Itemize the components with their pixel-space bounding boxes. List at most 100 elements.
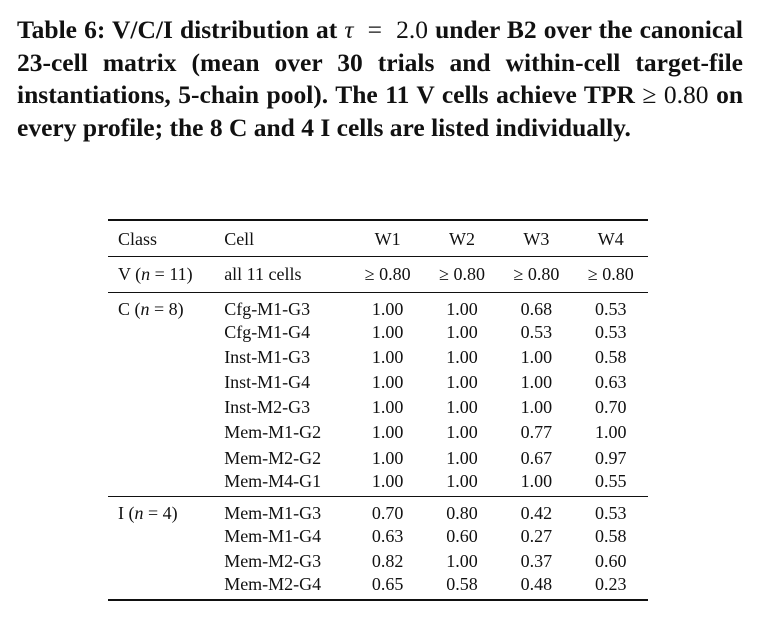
- class-label-c: C (n = 8): [118, 298, 184, 319]
- value-w4: 0.53: [595, 321, 627, 342]
- value-w1: 0.82: [371, 550, 404, 571]
- value-w3: 0.77: [520, 422, 553, 443]
- results-table: Class Cell W1 W2 W3 W4 V (n = 11) all 11…: [108, 219, 648, 601]
- value-w3: ≥ 0.80: [499, 256, 574, 293]
- cell-name: Cfg-M1-G4: [224, 321, 311, 342]
- value-w1: 1.00: [371, 447, 404, 468]
- cell-name: Mem-M2-G4: [224, 574, 351, 601]
- value-w4: 0.63: [595, 371, 627, 392]
- caption-tau-expression: τ = 2.0: [344, 15, 428, 44]
- value-w2: 1.00: [446, 397, 478, 418]
- cell-name: Mem-M2-G2: [224, 447, 322, 468]
- value-w4: 0.53: [595, 298, 627, 319]
- value-w3: 0.42: [520, 502, 553, 523]
- value-w2: 1.00: [446, 346, 478, 367]
- value-w2: ≥ 0.80: [424, 256, 500, 293]
- class-label-i: I (n = 4): [118, 502, 178, 523]
- cell-name: Mem-M4-G1: [224, 470, 351, 497]
- table-row: Cfg-M1-G4 1.00 1.00 0.53 0.53: [108, 320, 648, 345]
- value-w1: 0.63: [371, 525, 404, 546]
- tau-value: 2.0: [396, 15, 429, 44]
- value-w4: 0.70: [595, 397, 627, 418]
- header-w1: W1: [350, 219, 425, 257]
- value-w3: 1.00: [520, 371, 553, 392]
- header-w3: W3: [499, 219, 574, 257]
- value-w3: 0.68: [520, 298, 553, 319]
- cell-name: Inst-M1-G3: [224, 346, 311, 367]
- cell-name: Inst-M1-G4: [224, 371, 311, 392]
- header-class: Class: [108, 219, 225, 257]
- header-w2: W2: [424, 219, 500, 257]
- value-w2: 1.00: [446, 447, 478, 468]
- table-row: Inst-M1-G4 1.00 1.00 1.00 0.63: [108, 370, 648, 395]
- table-row: Mem-M2-G4 0.65 0.58 0.48 0.23: [108, 574, 648, 601]
- cell-name: Mem-M1-G4: [224, 525, 322, 546]
- value-w3: 0.48: [499, 574, 574, 601]
- value-w3: 1.00: [499, 470, 574, 497]
- value-w4: 0.97: [595, 447, 627, 468]
- value-w2: 1.00: [446, 321, 478, 342]
- value-w3: 0.37: [520, 550, 553, 571]
- value-w1: 0.70: [371, 502, 404, 523]
- value-w3: 0.27: [520, 525, 553, 546]
- tau-equals: =: [367, 15, 382, 44]
- cell-name: Cfg-M1-G3: [224, 298, 311, 319]
- table-body: V (n = 11) all 11 cells ≥ 0.80 ≥ 0.80 ≥ …: [108, 256, 648, 601]
- tau-symbol: τ: [344, 15, 354, 44]
- table-header-row: Class Cell W1 W2 W3 W4: [108, 219, 648, 257]
- value-w3: 1.00: [520, 346, 553, 367]
- value-w4: 0.53: [595, 502, 627, 523]
- table-caption: Table 6: V/C/I distribution at τ = 2.0 u…: [17, 14, 743, 144]
- caption-threshold: ≥ 0.80: [642, 80, 709, 109]
- value-w4: ≥ 0.80: [573, 256, 648, 293]
- header-w4: W4: [573, 219, 648, 257]
- value-w1: 1.00: [350, 470, 425, 497]
- caption-label: Table 6:: [17, 15, 106, 44]
- caption-text-a: V/C/I distribution at: [111, 15, 338, 44]
- cell-name: Mem-M1-G2: [224, 422, 322, 443]
- value-w2: 1.00: [446, 371, 478, 392]
- table-row: Mem-M1-G4 0.63 0.60 0.27 0.58: [108, 524, 648, 549]
- value-w4: 0.55: [573, 470, 648, 497]
- value-w1: 1.00: [371, 346, 404, 367]
- value-w1: 1.00: [371, 298, 404, 319]
- table-row: Mem-M2-G3 0.82 1.00 0.37 0.60: [108, 549, 648, 574]
- value-w1: 1.00: [371, 321, 404, 342]
- caption-text-b: under B2 over the canonical 23-cell matr…: [17, 15, 743, 109]
- class-label-v: V (n = 11): [108, 256, 225, 293]
- table-row: Mem-M1-G2 1.00 1.00 0.77 1.00: [108, 420, 648, 445]
- value-w4: 0.60: [595, 550, 627, 571]
- value-w2: 1.00: [446, 550, 478, 571]
- table-row: Mem-M4-G1 1.00 1.00 1.00 0.55: [108, 470, 648, 497]
- value-w4: 0.58: [595, 525, 627, 546]
- value-w3: 0.53: [520, 321, 553, 342]
- table-row: I (n = 4) Mem-M1-G3 0.70 0.80 0.42 0.53: [108, 496, 648, 524]
- value-w1: 1.00: [371, 371, 404, 392]
- value-w2: 0.58: [424, 574, 500, 601]
- value-w1: 0.65: [350, 574, 425, 601]
- value-w4: 0.58: [595, 346, 627, 367]
- value-w1: 1.00: [371, 397, 404, 418]
- results-table-container: Class Cell W1 W2 W3 W4 V (n = 11) all 11…: [108, 219, 648, 601]
- value-w1: ≥ 0.80: [350, 256, 425, 293]
- cell-name: all 11 cells: [224, 256, 351, 293]
- value-w2: 1.00: [424, 470, 500, 497]
- value-w3: 0.67: [520, 447, 553, 468]
- caption-text-c: on every profile; the 8 C and 4 I cells …: [17, 80, 743, 142]
- cell-name: Mem-M2-G3: [224, 550, 322, 571]
- value-w4: 0.23: [573, 574, 648, 601]
- value-w2: 0.60: [446, 525, 478, 546]
- cell-name: Inst-M2-G3: [224, 397, 311, 418]
- value-w2: 1.00: [446, 422, 478, 443]
- table-row-v-group: V (n = 11) all 11 cells ≥ 0.80 ≥ 0.80 ≥ …: [108, 256, 648, 293]
- cell-name: Mem-M1-G3: [224, 502, 322, 523]
- table-row: Inst-M2-G3 1.00 1.00 1.00 0.70: [108, 395, 648, 420]
- value-w3: 1.00: [520, 397, 553, 418]
- value-w2: 0.80: [446, 502, 478, 523]
- table-row: Mem-M2-G2 1.00 1.00 0.67 0.97: [108, 445, 648, 470]
- value-w1: 1.00: [371, 422, 404, 443]
- header-cell: Cell: [224, 219, 351, 257]
- value-w4: 1.00: [595, 422, 627, 443]
- value-w2: 1.00: [446, 298, 478, 319]
- table-row: C (n = 8) Cfg-M1-G3 1.00 1.00 0.68 0.53: [108, 292, 648, 320]
